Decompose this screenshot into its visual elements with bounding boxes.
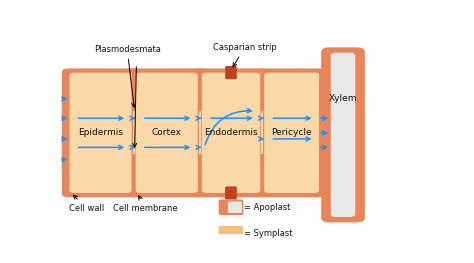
FancyBboxPatch shape [256, 68, 327, 197]
Text: Cell membrane: Cell membrane [113, 196, 178, 213]
FancyBboxPatch shape [202, 73, 260, 193]
FancyBboxPatch shape [225, 66, 237, 79]
Text: Cell wall: Cell wall [69, 195, 104, 213]
Text: Xylem: Xylem [329, 94, 357, 103]
Text: Cortex: Cortex [152, 128, 182, 137]
Bar [133, 111, 135, 154]
FancyBboxPatch shape [321, 47, 365, 222]
FancyBboxPatch shape [128, 68, 205, 197]
Bar [261, 111, 263, 154]
Bar [199, 110, 201, 156]
FancyBboxPatch shape [225, 186, 237, 200]
Text: Plasmodesmata: Plasmodesmata [94, 45, 161, 107]
FancyBboxPatch shape [219, 199, 243, 215]
Text: Casparian strip: Casparian strip [213, 43, 277, 67]
FancyBboxPatch shape [331, 53, 355, 217]
Text: = Symplast: = Symplast [244, 229, 292, 238]
Text: Epidermis: Epidermis [78, 128, 123, 137]
Text: = Apoplast: = Apoplast [244, 203, 291, 212]
FancyBboxPatch shape [136, 73, 198, 193]
Text: Pericycle: Pericycle [271, 128, 312, 137]
FancyBboxPatch shape [228, 201, 242, 213]
FancyBboxPatch shape [194, 68, 268, 197]
FancyBboxPatch shape [219, 226, 243, 241]
Bar [133, 110, 135, 156]
FancyBboxPatch shape [70, 73, 132, 193]
Bar [199, 111, 201, 154]
Text: Endodermis: Endodermis [204, 128, 258, 137]
FancyBboxPatch shape [264, 73, 319, 193]
FancyBboxPatch shape [62, 68, 139, 197]
Bar [261, 110, 263, 156]
